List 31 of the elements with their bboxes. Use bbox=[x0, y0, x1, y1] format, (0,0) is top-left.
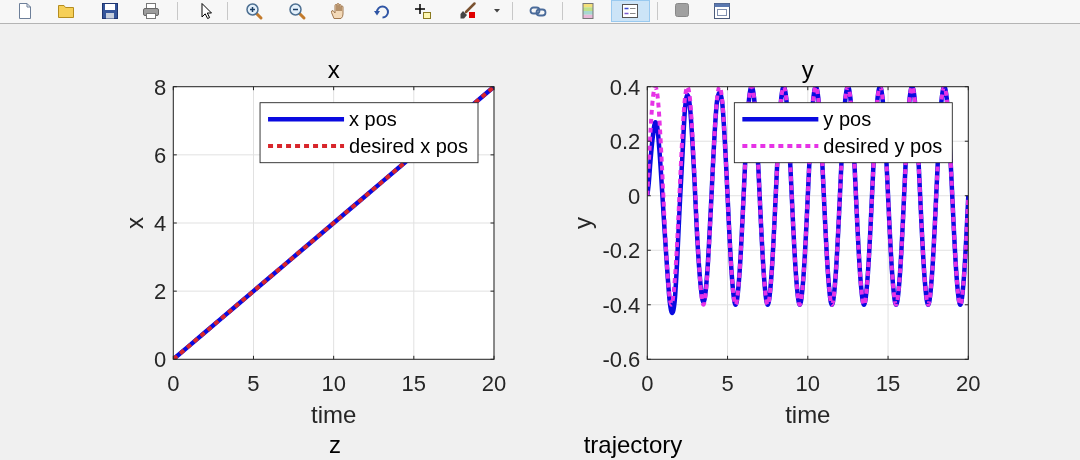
x-tick-label: 5 bbox=[247, 371, 260, 397]
chart-title: y bbox=[801, 55, 814, 83]
y-tick-label: 4 bbox=[154, 211, 167, 236]
y-tick-label: 6 bbox=[154, 142, 167, 168]
x-tick-label: 10 bbox=[321, 371, 346, 397]
x-axis-title: time bbox=[310, 401, 357, 429]
y-tick-label: -0.6 bbox=[602, 347, 641, 373]
y-tick-label: 2 bbox=[154, 279, 167, 305]
x-tick-label: 20 bbox=[956, 371, 981, 397]
chart-title: x bbox=[327, 55, 340, 83]
legend-label: desired y pos bbox=[823, 135, 943, 158]
y-tick-label: 0.2 bbox=[609, 129, 641, 155]
y-tick-label: 8 bbox=[154, 74, 167, 100]
x-tick-label: 15 bbox=[401, 371, 427, 397]
y-tick-label: 0.4 bbox=[609, 74, 641, 100]
x-tick-label: 15 bbox=[875, 371, 901, 397]
y-tick-label: 0 bbox=[154, 347, 167, 373]
text: trajectory bbox=[583, 431, 683, 458]
y-tick-label: -0.4 bbox=[602, 292, 641, 318]
text: z bbox=[329, 431, 341, 458]
legend-label: desired x pos bbox=[349, 135, 469, 158]
y-tick-label: -0.2 bbox=[602, 238, 641, 264]
x-tick-label: 20 bbox=[481, 371, 507, 397]
x-tick-label: 10 bbox=[795, 371, 821, 397]
y-tick-label: 0 bbox=[628, 183, 641, 209]
legend-label: y pos bbox=[823, 108, 872, 131]
x-axis-title: time bbox=[785, 401, 831, 429]
x-tick-label: 5 bbox=[721, 371, 734, 397]
y-axis-title: x bbox=[121, 217, 149, 229]
legend-label: x pos bbox=[349, 108, 397, 131]
y-axis-title: y bbox=[569, 217, 597, 229]
